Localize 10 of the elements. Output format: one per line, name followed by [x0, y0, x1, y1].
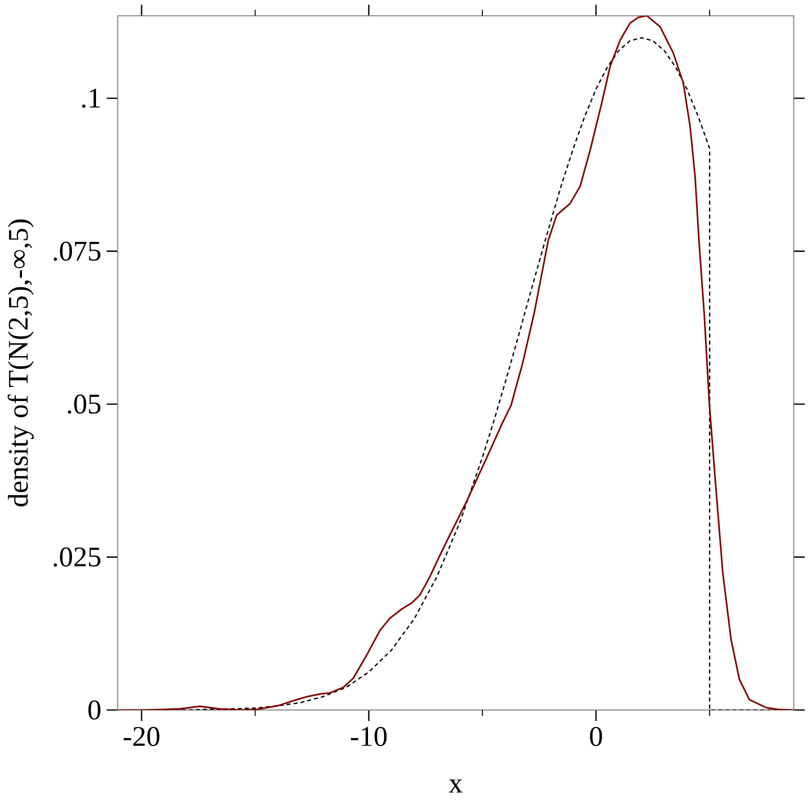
- x-tick-label: 0: [590, 726, 602, 746]
- y-tick-label: 0: [88, 700, 100, 720]
- y-axis-title: density of T(N(2,5),-∞,5): [8, 220, 34, 506]
- y-tick-label: .075: [54, 242, 100, 261]
- y-tick-label: .05: [68, 394, 100, 414]
- x-tick-label: -10: [350, 726, 387, 746]
- y-tick-label: .025: [54, 547, 100, 567]
- x-axis-title: x: [448, 779, 462, 793]
- x-tick-label: -20: [124, 726, 160, 746]
- y-tick-label: .1: [82, 88, 100, 108]
